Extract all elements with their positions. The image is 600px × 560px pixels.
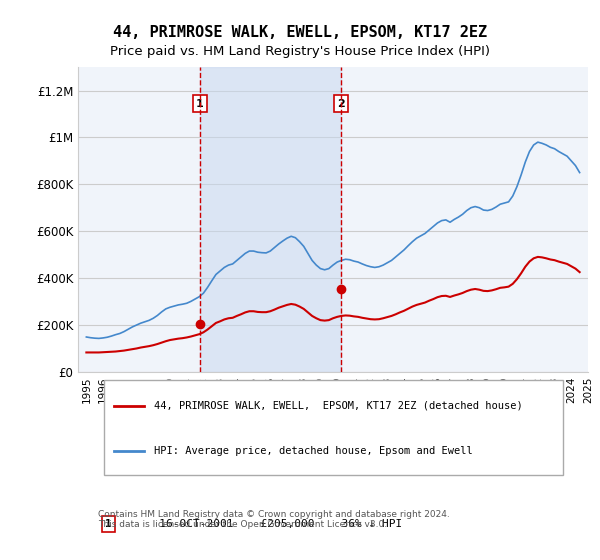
Text: 2: 2	[337, 99, 345, 109]
Text: 44, PRIMROSE WALK, EWELL, EPSOM, KT17 2EZ: 44, PRIMROSE WALK, EWELL, EPSOM, KT17 2E…	[113, 25, 487, 40]
Bar	[200, 67, 341, 372]
Text: HPI: Average price, detached house, Epsom and Ewell: HPI: Average price, detached house, Epso…	[155, 446, 473, 456]
Text: 16-OCT-2001    £205,000    36% ↓ HPI: 16-OCT-2001 £205,000 36% ↓ HPI	[139, 519, 403, 529]
Text: Contains HM Land Registry data © Crown copyright and database right 2024.
This d: Contains HM Land Registry data © Crown c…	[98, 510, 450, 529]
Text: 1: 1	[196, 99, 204, 109]
Text: 44, PRIMROSE WALK, EWELL,  EPSOM, KT17 2EZ (detached house): 44, PRIMROSE WALK, EWELL, EPSOM, KT17 2E…	[155, 401, 523, 410]
Text: 1: 1	[105, 519, 112, 529]
FancyBboxPatch shape	[104, 380, 563, 475]
Text: Price paid vs. HM Land Registry's House Price Index (HPI): Price paid vs. HM Land Registry's House …	[110, 45, 490, 58]
